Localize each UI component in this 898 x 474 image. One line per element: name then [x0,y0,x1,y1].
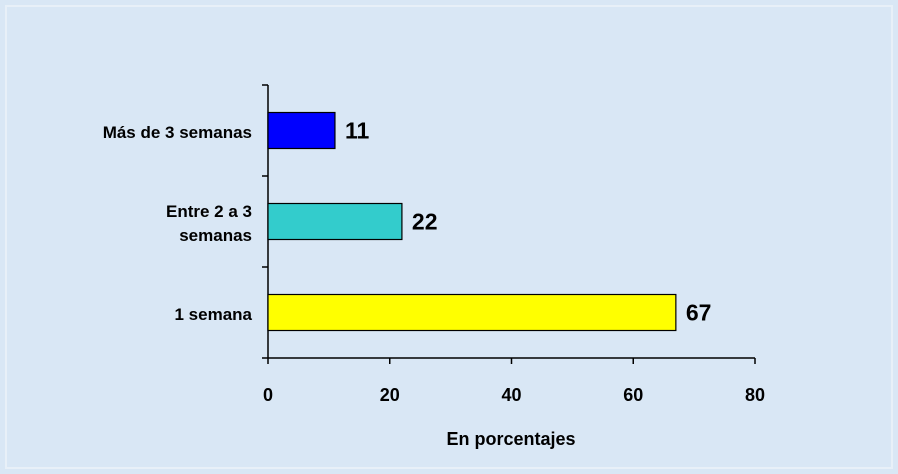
frame [5,5,893,469]
value-label: 67 [686,300,712,326]
value-label: 11 [345,118,370,144]
bar [267,293,677,332]
x-tick-label: 80 [745,385,765,405]
x-tick-label: 40 [501,385,521,405]
x-axis-label: En porcentajes [446,429,575,449]
value-label: 22 [412,209,438,235]
y-tick-label: Entre 2 a 3 semanas [166,201,252,245]
bar [267,202,403,241]
bar [267,111,336,150]
x-tick-label: 60 [623,385,643,405]
x-tick-label: 0 [263,385,273,405]
y-tick-label: 1 semana [174,304,253,324]
y-tick-label: Más de 3 semanas [102,122,252,142]
x-tick-label: 20 [380,385,400,405]
